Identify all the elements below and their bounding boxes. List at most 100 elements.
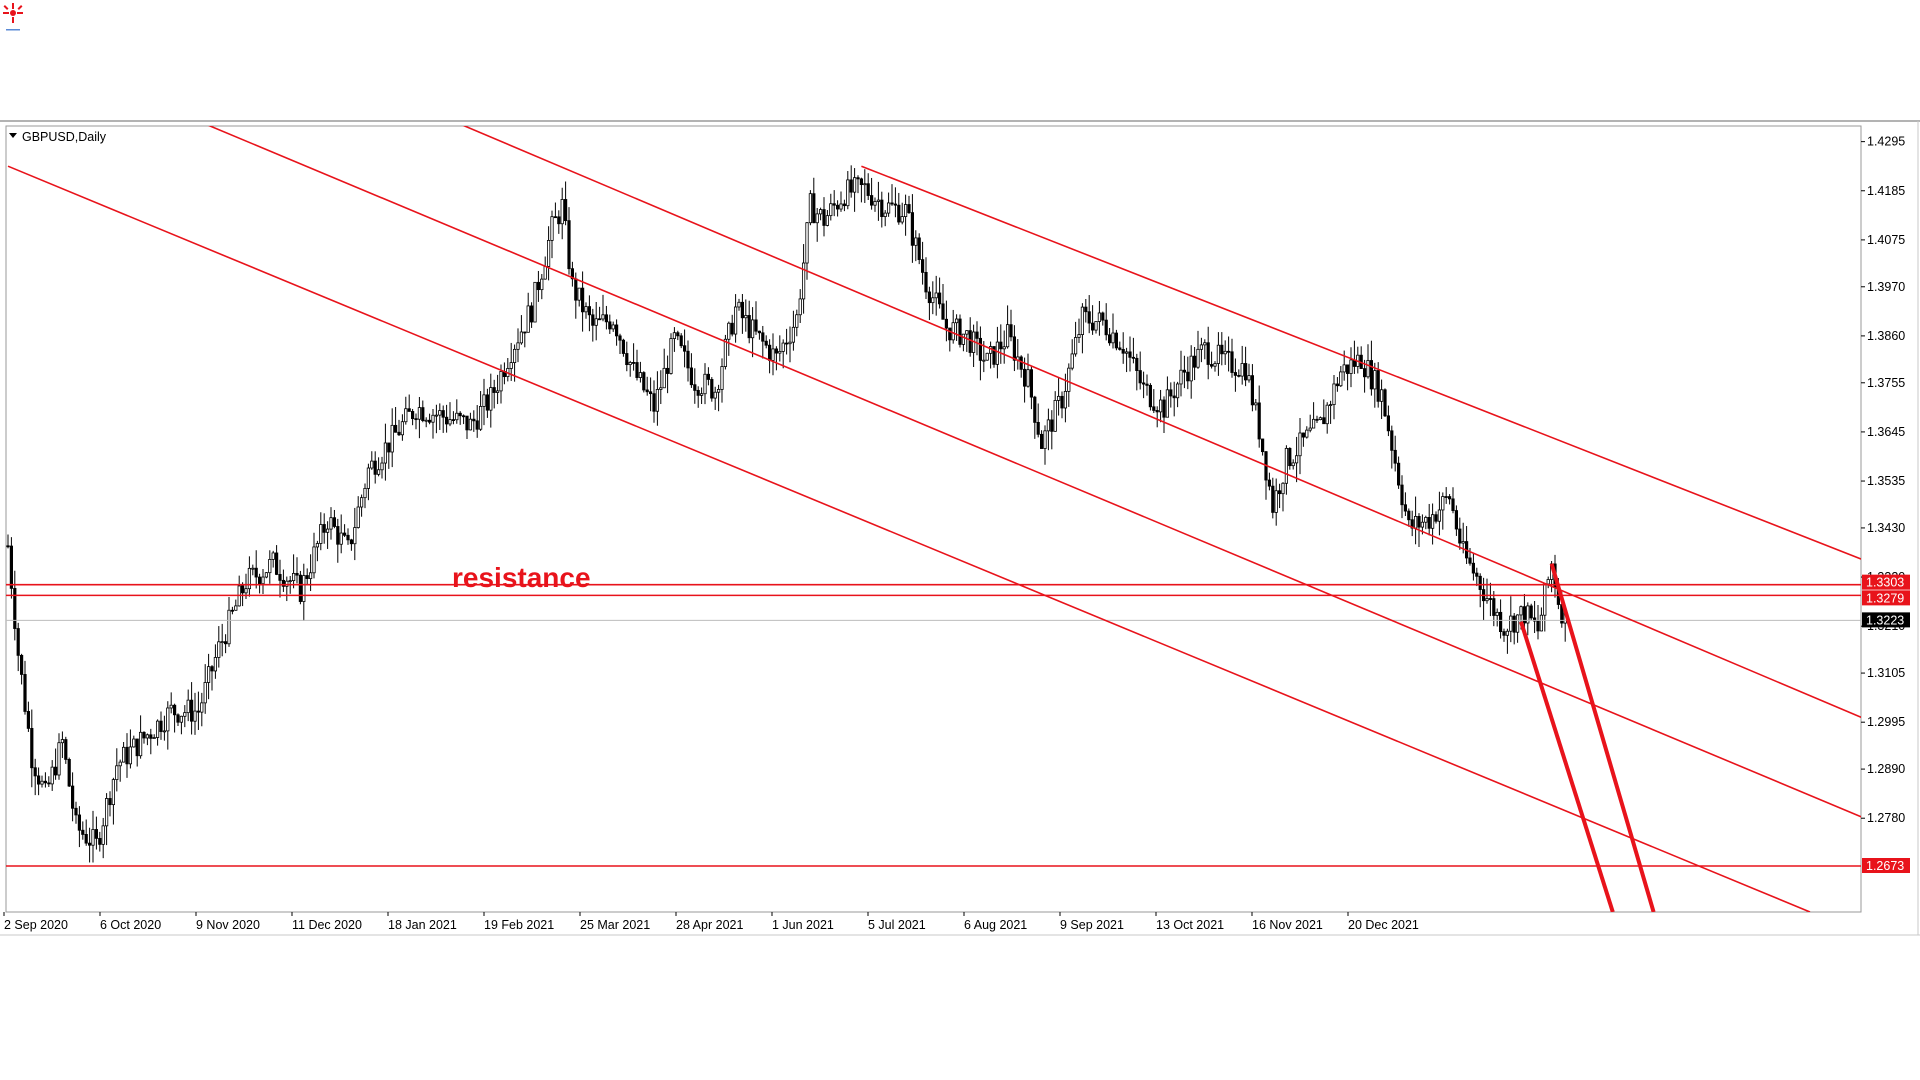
- candle-body: [924, 271, 928, 293]
- candle-body: [1043, 430, 1047, 449]
- candle-body: [1267, 479, 1271, 487]
- candle-body: [336, 526, 340, 545]
- candle-body: [1417, 515, 1421, 528]
- candle-body: [1543, 583, 1547, 616]
- candle-body: [421, 407, 425, 421]
- candle-body: [1148, 384, 1152, 408]
- time-axis-label: 11 Dec 2020: [292, 918, 362, 932]
- candle-body: [1519, 606, 1523, 616]
- candle-body: [975, 331, 979, 339]
- candle-body: [856, 177, 860, 180]
- candle-body: [376, 469, 381, 475]
- candle-body: [1182, 369, 1186, 373]
- candle-body: [1142, 382, 1146, 385]
- candle-body: [825, 215, 830, 226]
- candle-body: [1135, 357, 1139, 371]
- candle-body: [910, 212, 915, 246]
- candle-body: [1495, 611, 1499, 616]
- candle-body: [679, 335, 683, 347]
- candle-body: [1444, 496, 1448, 498]
- candle-body: [393, 424, 398, 433]
- candle-body: [281, 579, 286, 587]
- candle-body: [978, 337, 983, 361]
- candle-body: [934, 292, 938, 299]
- candle-body: [274, 552, 279, 575]
- candle-body: [223, 641, 228, 645]
- candle-body: [948, 327, 952, 341]
- candle-body: [1050, 419, 1054, 432]
- candle-body: [1298, 432, 1302, 457]
- price-tag-label: 1.2673: [1866, 859, 1904, 873]
- candle-body: [166, 707, 170, 732]
- candle-body: [404, 408, 408, 423]
- candle-body: [105, 798, 109, 827]
- candle-body: [251, 567, 255, 570]
- candle-body: [400, 421, 405, 436]
- candle-body: [278, 574, 282, 581]
- annotation-resistance: resistance: [452, 562, 591, 593]
- candle-body: [907, 204, 911, 214]
- candle-body: [414, 418, 418, 421]
- candle-body: [98, 837, 102, 845]
- price-axis-label: 1.4185: [1867, 184, 1905, 198]
- candle-body: [458, 412, 462, 417]
- candle-body: [1176, 383, 1180, 399]
- candle-body: [118, 761, 122, 767]
- candle-body: [1471, 562, 1475, 574]
- candle-body: [723, 338, 728, 367]
- candle-body: [662, 367, 666, 389]
- candle-body: [1526, 605, 1530, 624]
- candle-body: [1223, 350, 1227, 355]
- candle-body: [547, 240, 551, 267]
- candle-body: [560, 199, 564, 225]
- forecast-arrow: [1549, 563, 1656, 912]
- candle-body: [478, 406, 483, 430]
- candle-body: [1261, 438, 1265, 453]
- candle-body: [1492, 598, 1496, 616]
- candle-body: [1162, 399, 1166, 418]
- candle-body: [1077, 334, 1081, 338]
- candle-body: [319, 524, 323, 544]
- symbol-dropdown-icon[interactable]: [9, 133, 17, 138]
- candle-body: [33, 767, 37, 777]
- candle-body: [322, 524, 326, 533]
- candle-body: [366, 467, 371, 489]
- candle-body: [257, 576, 262, 585]
- candle-body: [240, 585, 245, 594]
- price-axis-label: 1.3970: [1867, 280, 1905, 294]
- candle-body: [1308, 427, 1312, 431]
- candle-body: [1274, 490, 1278, 513]
- candle-body: [985, 352, 989, 361]
- candle-body: [710, 379, 714, 399]
- candle-body: [387, 442, 391, 453]
- candle-body: [632, 362, 636, 364]
- candle-body: [696, 389, 700, 396]
- candle-body: [1346, 364, 1350, 374]
- candle-body: [1400, 484, 1404, 506]
- candle-body: [1019, 356, 1023, 370]
- candle-body: [1196, 348, 1200, 368]
- candle-body: [1315, 418, 1319, 421]
- candle-body: [686, 350, 690, 369]
- candle-body: [870, 195, 874, 206]
- candle-body: [577, 287, 581, 301]
- candle-body: [468, 418, 473, 431]
- horizontal-levels: [6, 583, 1861, 867]
- candle-body: [1305, 429, 1309, 438]
- candle-body: [149, 734, 153, 739]
- candle-body: [370, 460, 374, 469]
- candle-body: [1152, 406, 1156, 411]
- candle-body: [64, 739, 68, 760]
- candle-body: [169, 704, 173, 709]
- candle-body: [965, 330, 969, 335]
- candle-body: [1505, 630, 1509, 636]
- candle-body: [308, 572, 313, 579]
- candle-body: [594, 318, 598, 326]
- candle-body: [247, 567, 251, 590]
- candle-body: [659, 387, 663, 390]
- candle-body: [550, 216, 554, 241]
- candle-body: [764, 340, 768, 346]
- candle-body: [598, 318, 602, 321]
- candle-body: [108, 798, 112, 806]
